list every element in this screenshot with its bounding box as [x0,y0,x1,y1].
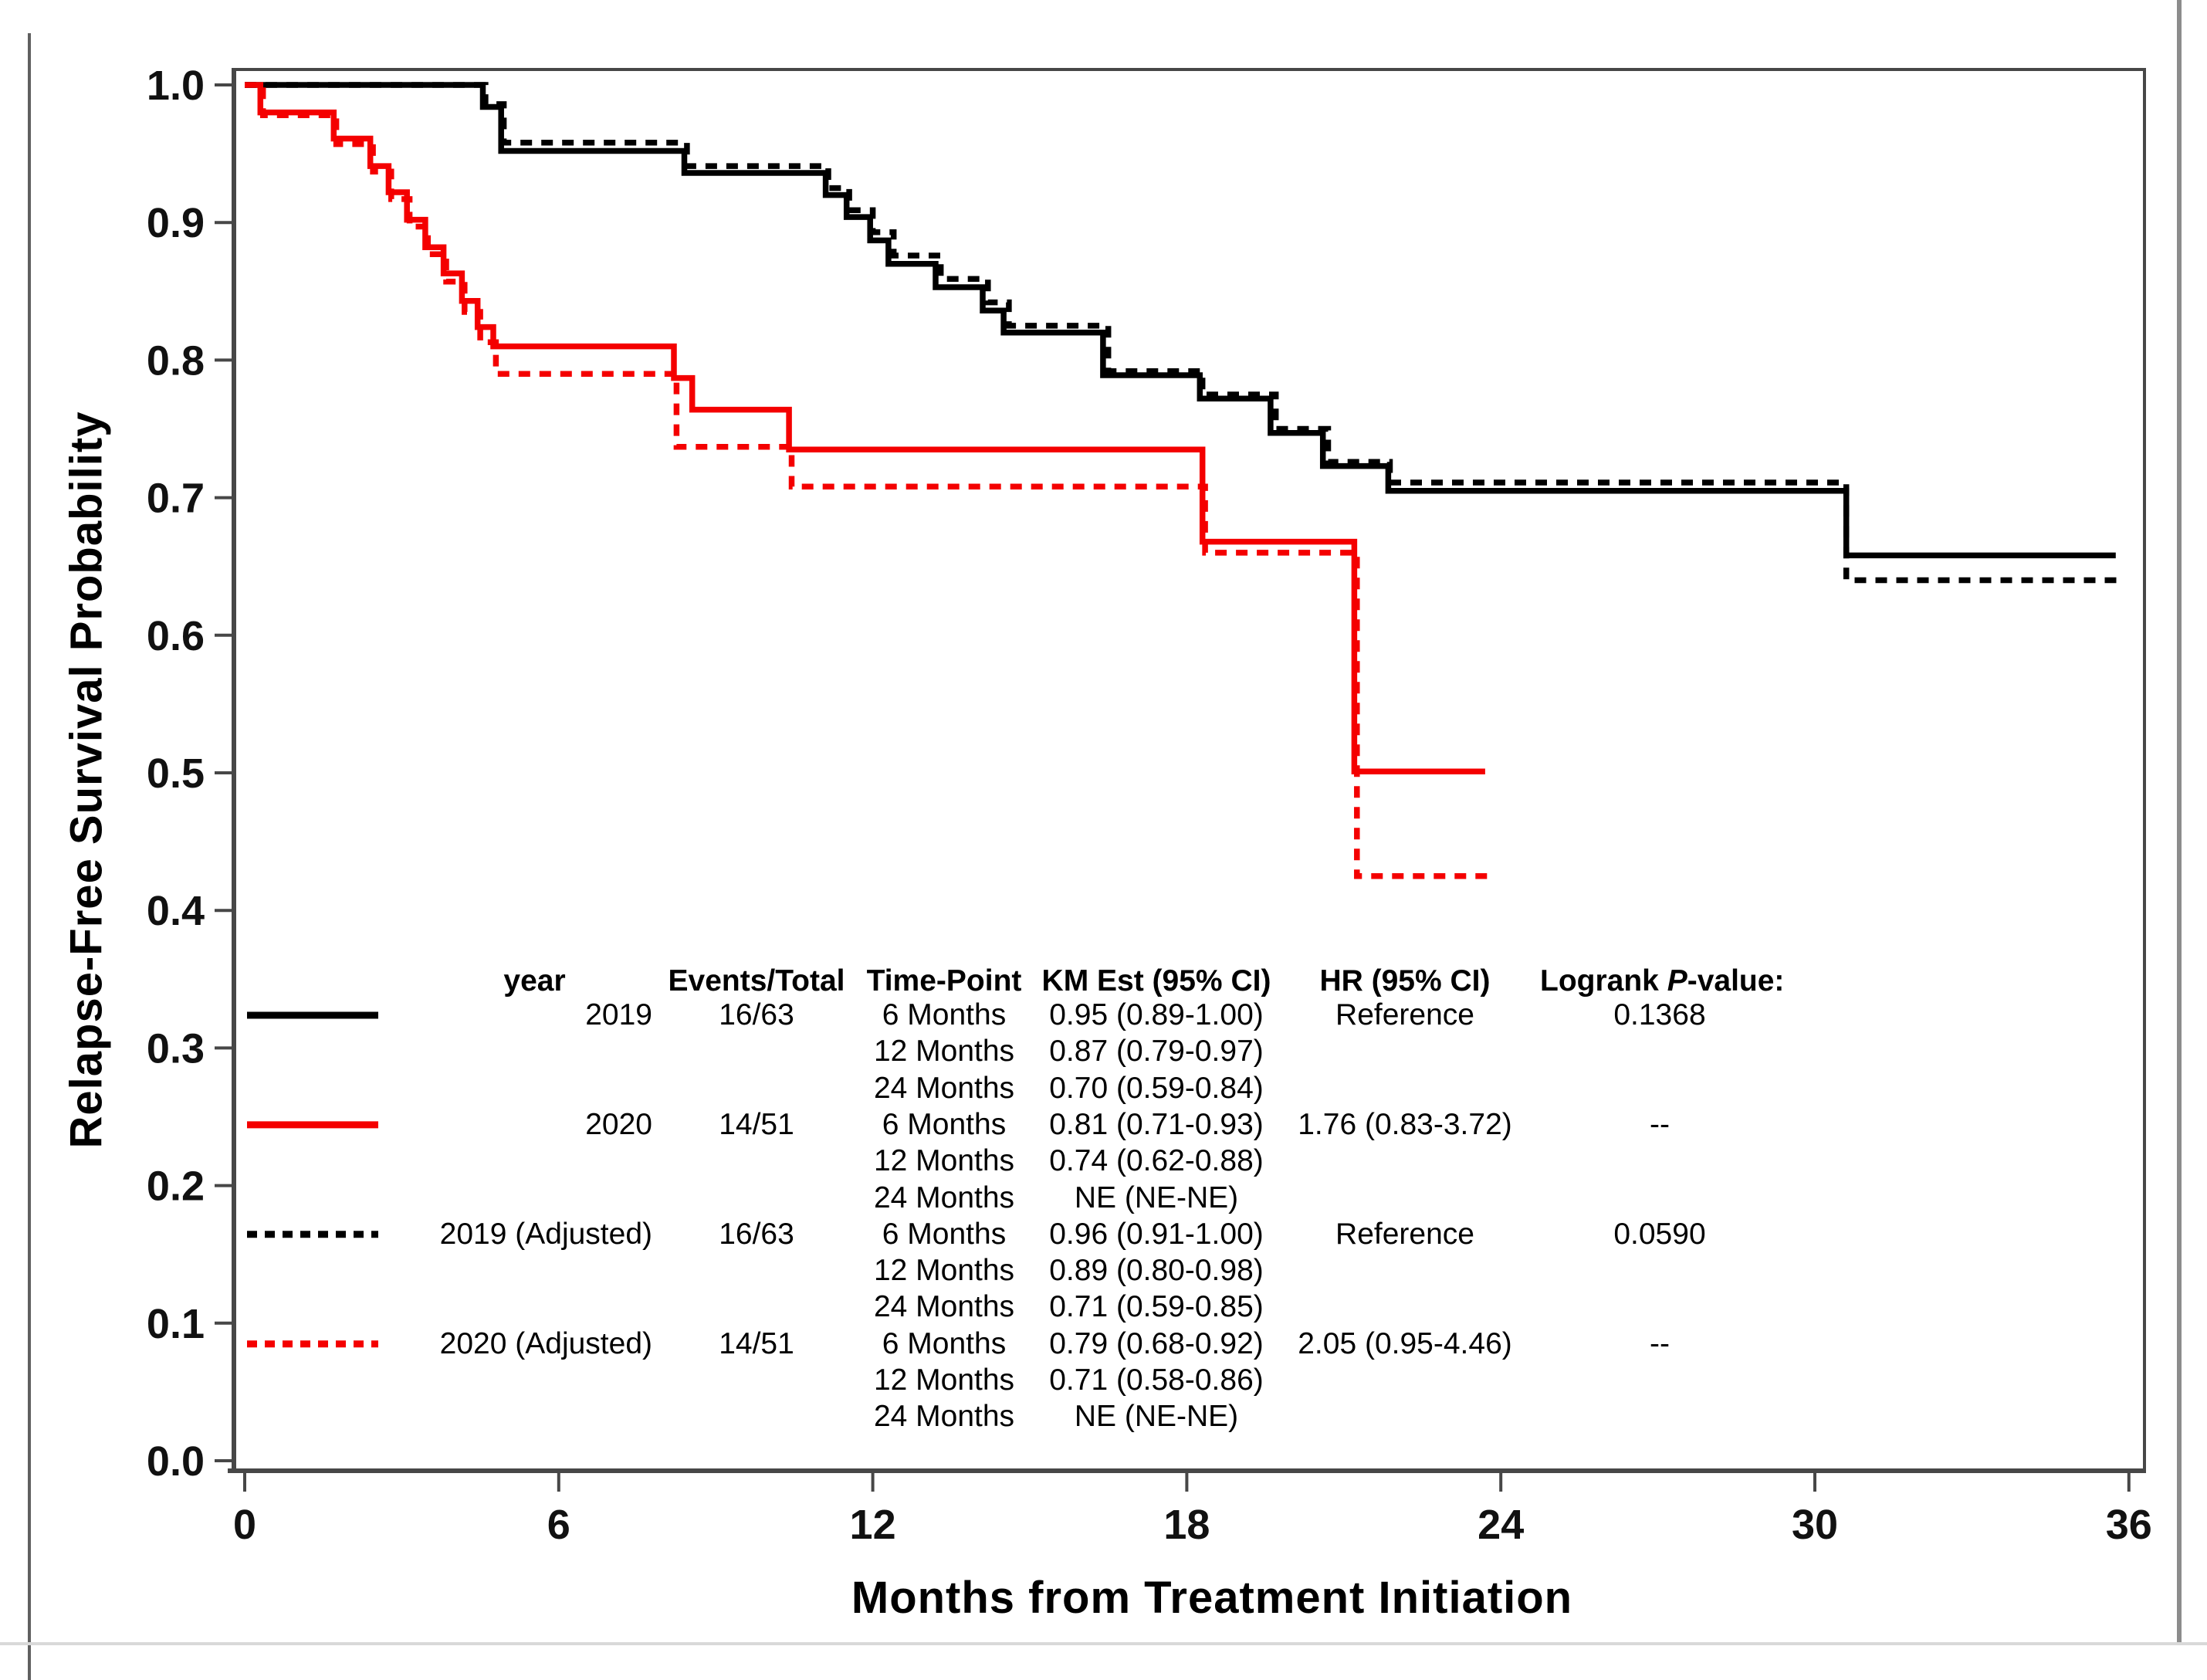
legend-row-12: 24 Months NE (NE-NE) [0,1398,2207,1434]
legend-cell-km: 0.71 (0.59-0.85) [1049,1290,1264,1324]
legend-cell-km: 0.95 (0.89-1.00) [1049,998,1264,1031]
legend-cell-timepoint: 6 Months [882,1107,1007,1141]
legend-row-5: 12 Months 0.74 (0.62-0.88) [0,1143,2207,1179]
legend-cell-hr: 1.76 (0.83-3.72) [1298,1107,1512,1141]
legend-header-row: year Events/Total Time-Point KM Est (95% CI… [0,963,2207,999]
legend-cell-km: 0.81 (0.71-0.93) [1049,1107,1264,1141]
x-tick-label: 30 [1792,1502,1838,1548]
legend-cell-timepoint: 6 Months [882,998,1007,1031]
x-axis-title: Months from Treatment Initiation [851,1573,1573,1623]
y-tick-label: 0.5 [147,750,205,797]
legend-row-7: 2019 (Adjusted) 16/63 6 Months 0.96 (0.91-1… [0,1216,2207,1252]
legend-cell-km: 0.87 (0.79-0.97) [1049,1035,1264,1069]
y-tick-label: 0.4 [147,888,205,934]
legend-cell-year: 2020 [585,1107,652,1141]
legend-row-10: 2020 (Adjusted) 14/51 6 Months 0.79 (0.68-0… [0,1326,2207,1362]
legend-cell-timepoint: 12 Months [873,1144,1015,1178]
legend-cell-timepoint: 12 Months [873,1254,1015,1288]
legend-cell-timepoint: 24 Months [873,1071,1015,1105]
y-tick-label: 0.3 [147,1025,205,1072]
legend-row-1: 2019 16/63 6 Months 0.95 (0.89-1.00) Referen… [0,997,2207,1033]
legend-header-km: KM Est (95% CI) [1041,964,1271,998]
legend-cell-timepoint: 12 Months [873,1035,1015,1069]
x-tick-label: 12 [850,1502,896,1548]
legend-cell-events: 14/51 [719,1326,794,1360]
x-tick-label: 6 [547,1502,570,1548]
x-tick-label: 24 [1478,1502,1524,1548]
legend-row-6: 24 Months NE (NE-NE) [0,1180,2207,1216]
x-tick-label: 0 [233,1502,256,1548]
legend-row-2: 12 Months 0.87 (0.79-0.97) [0,1033,2207,1069]
legend-cell-timepoint: 24 Months [873,1400,1015,1434]
legend-cell-hr: Reference [1335,998,1474,1031]
x-tick-label: 18 [1163,1502,1210,1548]
legend-cell-km: 0.96 (0.91-1.00) [1049,1217,1264,1251]
y-tick-label: 0.0 [147,1438,205,1485]
legend-cell-km: 0.70 (0.59-0.84) [1049,1071,1264,1105]
legend-row-4: 2020 14/51 6 Months 0.81 (0.71-0.93) 1.76 (0… [0,1106,2207,1143]
legend-row-11: 12 Months 0.71 (0.58-0.86) [0,1362,2207,1398]
legend-cell-km: NE (NE-NE) [1074,1180,1239,1214]
legend-cell-year: 2020 (Adjusted) [439,1326,652,1360]
y-tick-label: 0.8 [147,337,205,384]
y-tick-label: 0.6 [147,613,205,659]
legend-cell-timepoint: 24 Months [873,1180,1015,1214]
y-tick-label: 0.9 [147,200,205,246]
legend-cell-logrank: 0.0590 [1613,1217,1706,1251]
legend-cell-logrank: 0.1368 [1613,998,1706,1031]
legend-row-3: 24 Months 0.70 (0.59-0.84) [0,1070,2207,1106]
legend-header-year: year [503,964,566,998]
legend-cell-year: 2019 (Adjusted) [439,1217,652,1251]
legend-header-logrank: Logrank P-value: [1540,964,1785,998]
legend-cell-hr: 2.05 (0.95-4.46) [1298,1326,1512,1360]
legend-cell-timepoint: 6 Months [882,1326,1007,1360]
legend-cell-year: 2019 [585,998,652,1031]
legend-cell-logrank: -- [1650,1107,1670,1141]
y-tick-label: 1.0 [147,63,205,109]
legend-row-9: 24 Months 0.71 (0.59-0.85) [0,1289,2207,1325]
legend-row-8: 12 Months 0.89 (0.80-0.98) [0,1252,2207,1289]
y-tick-label: 0.7 [147,476,205,522]
pvalue-italic-p: P [1667,964,1687,998]
y-tick-label: 0.1 [147,1301,205,1347]
curve-2020-adjusted- [245,82,1488,879]
legend-header-hr: HR (95% CI) [1319,964,1491,998]
legend-cell-timepoint: 12 Months [873,1363,1015,1397]
legend-cell-timepoint: 6 Months [882,1217,1007,1251]
legend-cell-km: 0.71 (0.58-0.86) [1049,1363,1264,1397]
y-tick-label: 0.2 [147,1163,205,1210]
legend-cell-km: 0.74 (0.62-0.88) [1049,1144,1264,1178]
legend-cell-km: NE (NE-NE) [1074,1400,1239,1434]
x-tick-label: 36 [2106,1502,2152,1548]
legend-cell-events: 14/51 [719,1107,794,1141]
legend-cell-timepoint: 24 Months [873,1290,1015,1324]
legend-cell-hr: Reference [1335,1217,1474,1251]
legend-cell-events: 16/63 [719,1217,794,1251]
legend-cell-events: 16/63 [719,998,794,1031]
legend-header-events: Events/Total [668,964,845,998]
curve-2019 [245,82,2116,559]
curve-2019-adjusted- [245,82,2121,584]
legend-cell-km: 0.89 (0.80-0.98) [1049,1254,1264,1288]
legend-cell-km: 0.79 (0.68-0.92) [1049,1326,1264,1360]
legend-cell-logrank: -- [1650,1326,1670,1360]
legend-header-timepoint: Time-Point [866,964,1022,998]
